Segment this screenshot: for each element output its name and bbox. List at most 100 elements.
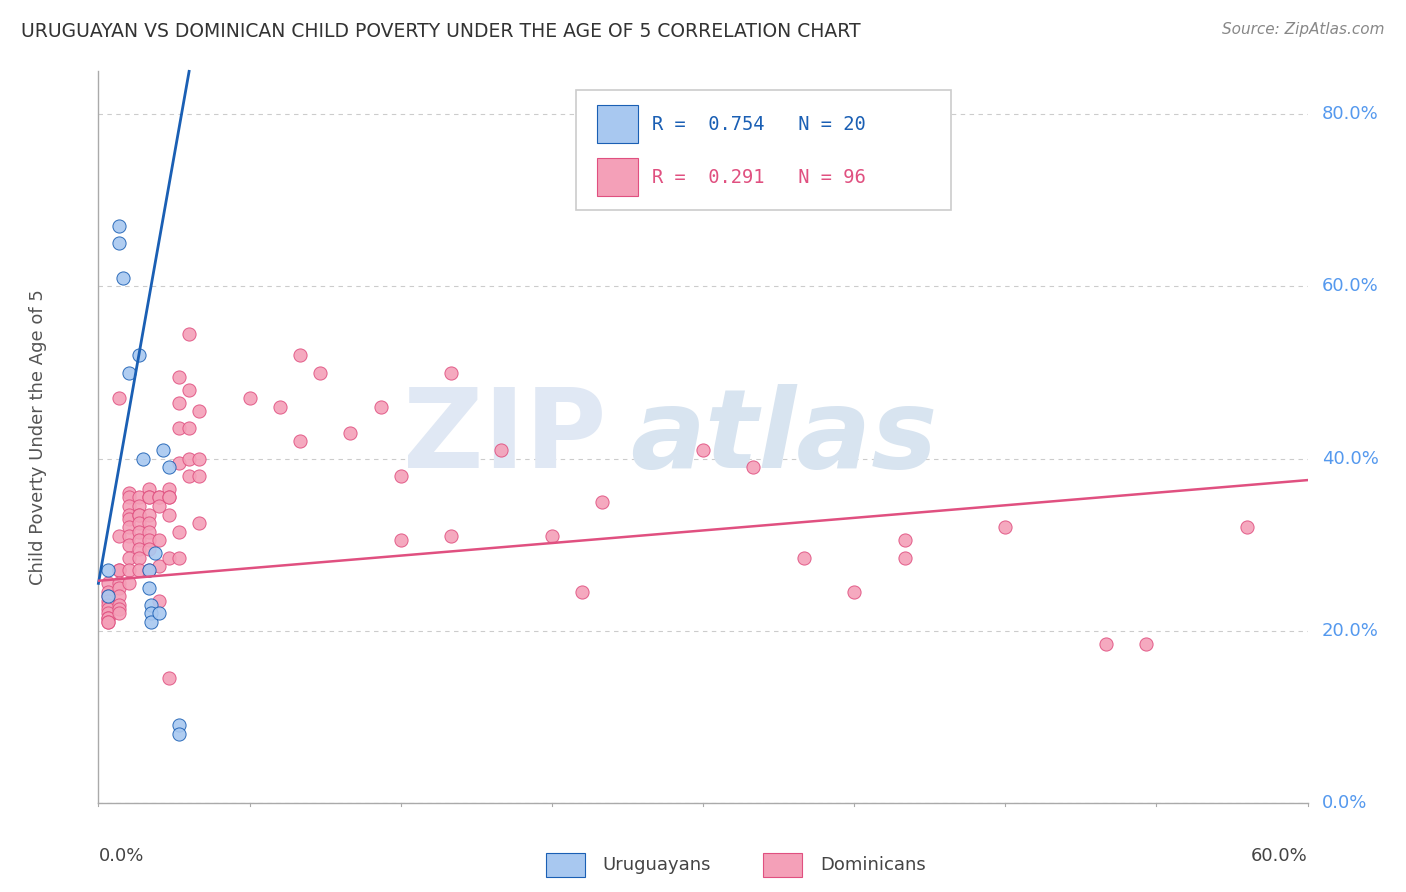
- Point: [128, 499, 150, 513]
- Point: [389, 468, 412, 483]
- Point: [239, 392, 262, 406]
- Text: Uruguayans: Uruguayans: [603, 856, 711, 874]
- Point: [188, 404, 211, 418]
- Point: [148, 491, 170, 505]
- Point: [97, 589, 120, 603]
- Point: [128, 348, 150, 362]
- Point: [139, 615, 162, 629]
- Point: [128, 524, 150, 539]
- Text: Dominicans: Dominicans: [820, 856, 927, 874]
- Point: [107, 589, 129, 603]
- Point: [143, 546, 166, 560]
- Point: [148, 607, 170, 621]
- Point: [107, 529, 129, 543]
- Point: [132, 451, 155, 466]
- Text: 0.0%: 0.0%: [1322, 794, 1368, 812]
- Point: [118, 520, 141, 534]
- Point: [157, 491, 180, 505]
- Point: [148, 491, 170, 505]
- Point: [167, 524, 190, 539]
- Point: [128, 550, 150, 565]
- Point: [540, 529, 562, 543]
- Bar: [596, 159, 638, 196]
- Point: [994, 520, 1017, 534]
- FancyBboxPatch shape: [576, 90, 950, 211]
- Point: [793, 550, 815, 565]
- Point: [138, 533, 160, 548]
- Point: [188, 468, 211, 483]
- Point: [148, 533, 170, 548]
- Point: [118, 366, 141, 380]
- Point: [1236, 520, 1258, 534]
- Point: [138, 516, 160, 530]
- Point: [138, 508, 160, 522]
- Point: [167, 727, 190, 741]
- Point: [269, 400, 291, 414]
- Point: [138, 581, 160, 595]
- Point: [97, 585, 120, 599]
- Point: [157, 491, 180, 505]
- Point: [97, 598, 120, 612]
- Point: [844, 585, 866, 599]
- Point: [97, 611, 120, 625]
- Point: [179, 451, 201, 466]
- Point: [157, 671, 180, 685]
- Point: [97, 564, 120, 578]
- Point: [440, 366, 463, 380]
- Point: [157, 550, 180, 565]
- Point: [118, 576, 141, 591]
- Point: [97, 607, 120, 621]
- Text: 40.0%: 40.0%: [1322, 450, 1379, 467]
- Point: [118, 508, 141, 522]
- Point: [118, 486, 141, 500]
- Point: [97, 576, 120, 591]
- Point: [107, 576, 129, 591]
- Point: [157, 460, 180, 475]
- Point: [152, 442, 174, 457]
- Text: R =  0.754   N = 20: R = 0.754 N = 20: [652, 114, 866, 134]
- Text: Source: ZipAtlas.com: Source: ZipAtlas.com: [1222, 22, 1385, 37]
- Text: atlas: atlas: [630, 384, 938, 491]
- Point: [167, 550, 190, 565]
- Point: [167, 421, 190, 435]
- Point: [128, 516, 150, 530]
- Point: [893, 533, 915, 548]
- Point: [138, 564, 160, 578]
- Point: [167, 456, 190, 470]
- Point: [107, 598, 129, 612]
- Point: [179, 326, 201, 341]
- Point: [97, 589, 120, 603]
- Point: [97, 602, 120, 616]
- Point: [107, 564, 129, 578]
- Bar: [596, 105, 638, 143]
- Point: [128, 564, 150, 578]
- Point: [138, 524, 160, 539]
- Point: [167, 395, 190, 409]
- Point: [893, 550, 915, 565]
- Text: 0.0%: 0.0%: [98, 847, 143, 864]
- Point: [591, 494, 613, 508]
- Point: [157, 482, 180, 496]
- Point: [128, 508, 150, 522]
- Text: URUGUAYAN VS DOMINICAN CHILD POVERTY UNDER THE AGE OF 5 CORRELATION CHART: URUGUAYAN VS DOMINICAN CHILD POVERTY UND…: [21, 22, 860, 41]
- Point: [107, 602, 129, 616]
- Point: [118, 564, 141, 578]
- Text: ZIP: ZIP: [404, 384, 606, 491]
- Point: [138, 541, 160, 556]
- Point: [128, 491, 150, 505]
- Point: [111, 271, 134, 285]
- Text: Child Poverty Under the Age of 5: Child Poverty Under the Age of 5: [30, 289, 46, 585]
- Point: [139, 607, 162, 621]
- Text: 20.0%: 20.0%: [1322, 622, 1379, 640]
- Point: [179, 468, 201, 483]
- Bar: [763, 854, 803, 877]
- Point: [167, 718, 190, 732]
- Point: [107, 392, 129, 406]
- Bar: [546, 854, 585, 877]
- Point: [1095, 637, 1118, 651]
- Text: 60.0%: 60.0%: [1251, 847, 1308, 864]
- Point: [288, 434, 311, 449]
- Point: [128, 508, 150, 522]
- Point: [97, 593, 120, 607]
- Point: [118, 491, 141, 505]
